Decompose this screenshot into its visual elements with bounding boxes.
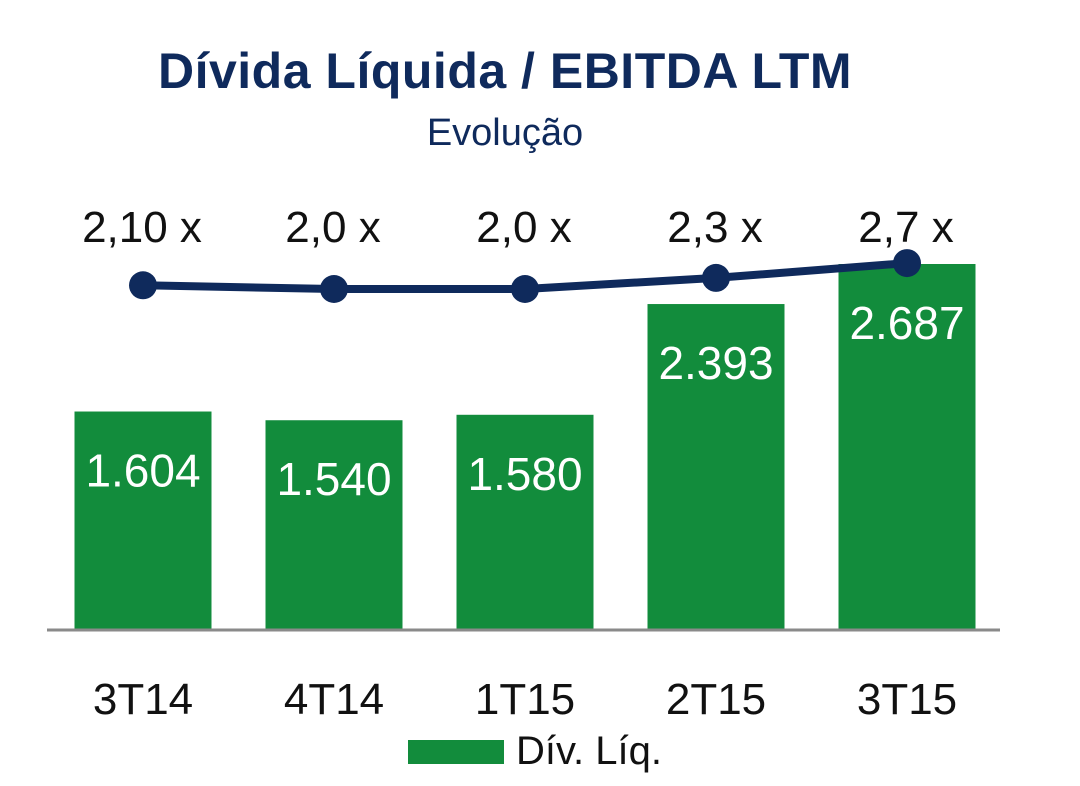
bar-3t15 bbox=[838, 264, 976, 630]
x-tick-label: 3T14 bbox=[93, 675, 193, 724]
chart-subtitle: Evolução bbox=[426, 112, 584, 154]
bar-value-label: 2.393 bbox=[658, 337, 773, 389]
ratio-value-label: 2,7 x bbox=[858, 203, 953, 252]
ratio-point bbox=[893, 249, 921, 278]
ratio-value-label: 2,10 x bbox=[82, 203, 202, 252]
ratio-value-label: 2,0 x bbox=[476, 203, 571, 252]
bar-value-label: 1.580 bbox=[467, 448, 582, 500]
ratio-value-label: 2,3 x bbox=[667, 203, 762, 252]
ratio-point bbox=[320, 275, 348, 303]
legend-label: Dív. Líq. bbox=[516, 729, 662, 773]
x-tick-label: 4T14 bbox=[284, 675, 384, 724]
bar-value-label: 1.540 bbox=[276, 453, 391, 505]
bar-value-label: 2.687 bbox=[849, 297, 964, 349]
bar-2t15 bbox=[647, 304, 785, 630]
bar-4t14 bbox=[265, 420, 403, 630]
ratio-point bbox=[511, 275, 539, 303]
chart-title: Dívida Líquida / EBITDA LTM bbox=[157, 43, 853, 99]
x-tick-label: 3T15 bbox=[857, 675, 957, 724]
x-tick-label: 2T15 bbox=[666, 675, 766, 724]
ratio-value-label: 2,0 x bbox=[285, 203, 380, 252]
legend-swatch bbox=[408, 740, 504, 764]
ratio-point bbox=[702, 263, 730, 292]
ratio-point bbox=[129, 271, 157, 300]
bar-1t15 bbox=[456, 414, 594, 630]
bar-value-label: 1.604 bbox=[85, 445, 200, 497]
bar-3t14 bbox=[74, 411, 212, 630]
x-tick-label: 1T15 bbox=[475, 675, 575, 724]
